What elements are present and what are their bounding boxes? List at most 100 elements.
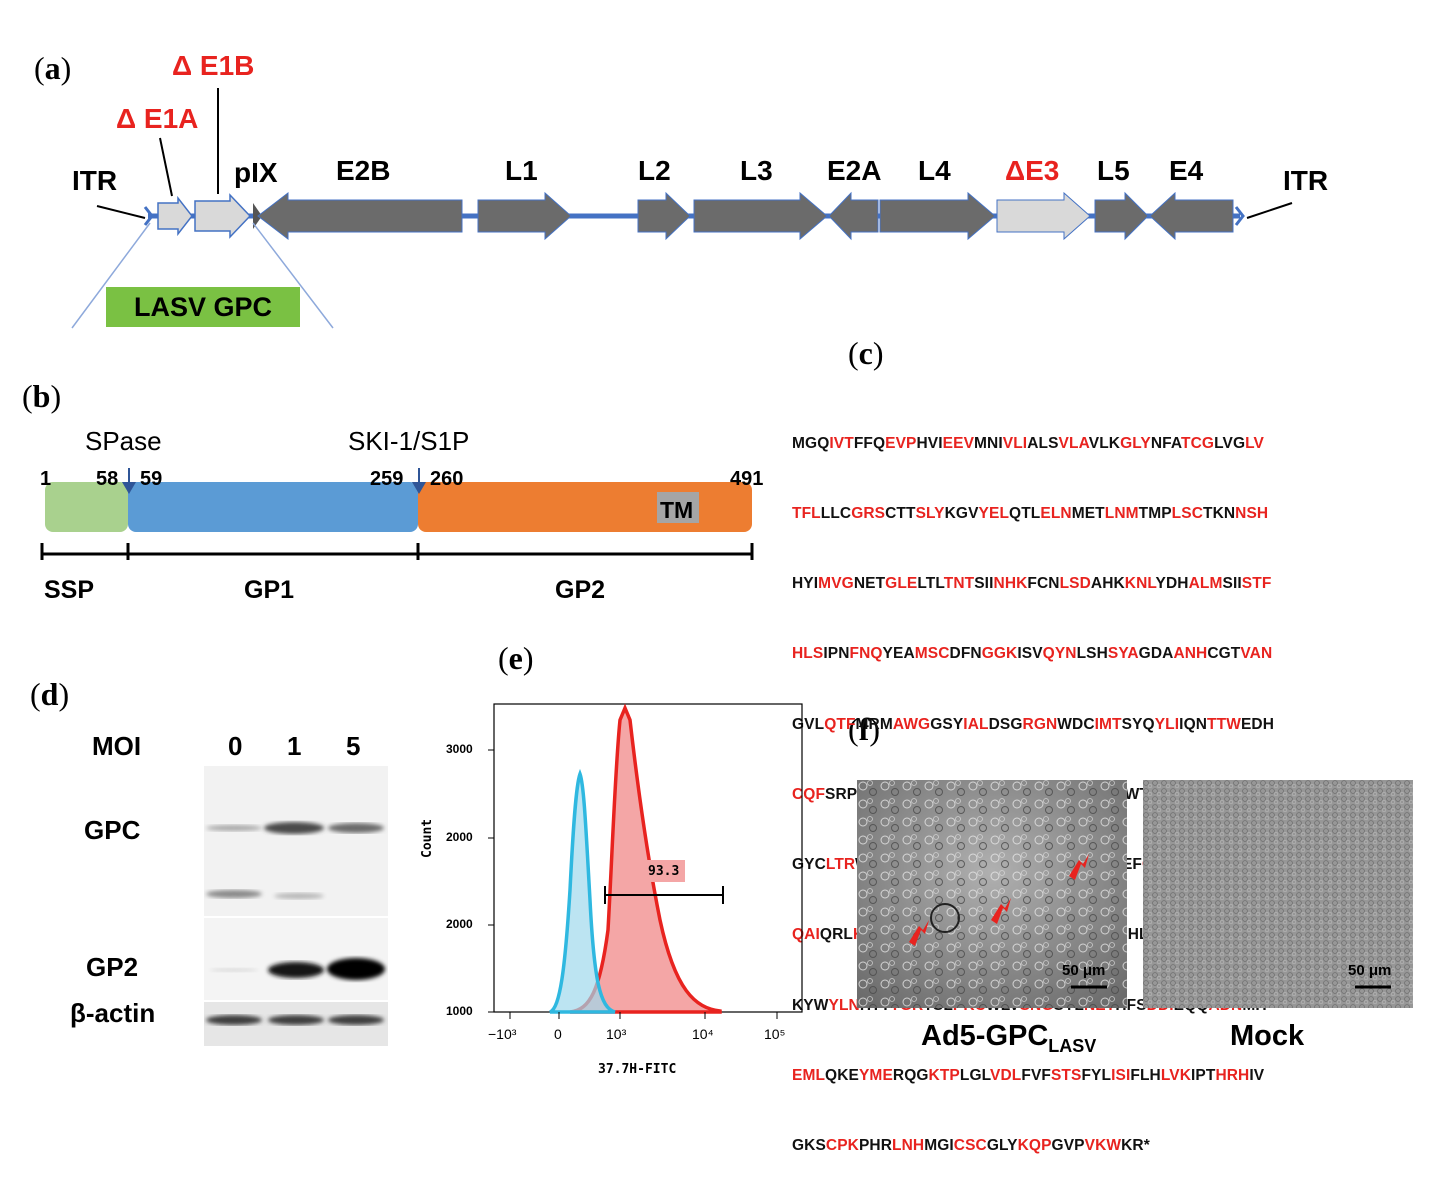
moi-1: 1 — [287, 731, 302, 761]
e4-arrow — [1149, 191, 1234, 241]
itr-right-label: ITR — [1283, 165, 1329, 196]
e1a-arrow — [157, 195, 193, 237]
gp2-band-moi5 — [327, 958, 385, 980]
sequence-line: GKSCPKPHRLNHMGICSCGLYKQPGVPVKWKR* — [792, 1137, 1150, 1154]
e1a-pointer — [159, 137, 173, 197]
y-tick-1000: 1000 — [446, 1004, 473, 1018]
panel-label-d: (d) — [30, 676, 70, 712]
pos-58: 58 — [96, 468, 119, 490]
cpe-arrow-2 — [991, 898, 1011, 924]
sequence-line: HLSIPNFNQYEAMSCDFNGGKISVQYNLSHSYAGDAANHC… — [792, 645, 1273, 663]
scale-label-right: 50 μm — [1348, 962, 1392, 979]
nonspecific-band-2 — [274, 893, 324, 899]
cpe-arrow-3 — [1069, 854, 1089, 880]
western-blot-image — [204, 766, 388, 1046]
itr-left-pointer — [96, 205, 146, 219]
control-histogram — [549, 768, 616, 1014]
pos-59: 59 — [140, 468, 163, 490]
l1-arrow — [477, 191, 572, 241]
l2-arrow — [637, 191, 691, 241]
gate-label-bg — [645, 860, 685, 882]
moi-0: 0 — [228, 731, 243, 761]
x-tick-neg1000: −10³ — [488, 1026, 517, 1042]
l3-arrow — [693, 191, 828, 241]
actin-row-label: β-actin — [70, 998, 156, 1028]
e1b-arrow — [194, 193, 252, 239]
ski-label: SKI-1/S1P — [348, 426, 470, 456]
l5-label: L5 — [1097, 155, 1130, 186]
panel-label-a: (a) — [34, 50, 72, 86]
delta-e1a-label: Δ E1A — [116, 103, 199, 134]
l5-arrow — [1094, 191, 1149, 241]
gpc-band-moi5 — [328, 823, 384, 833]
y-tick-2000a: 2000 — [446, 830, 473, 844]
gp2-label: GP2 — [555, 576, 606, 604]
x-tick-0: 0 — [554, 1026, 562, 1042]
insert-zoom-right — [252, 222, 334, 329]
nonspecific-band — [206, 890, 262, 898]
sequence-line: EMLQKEYMERQGKTPLGLVDLFVFSTSFYLISIFLHLVKI… — [792, 1066, 1265, 1084]
genome-map — [71, 88, 1293, 329]
caption-main: Ad5-GPC — [921, 1020, 1049, 1052]
cpe-arrow-1 — [909, 920, 929, 946]
caption-sub: LASV — [1048, 1035, 1097, 1056]
y-tick-3000: 3000 — [446, 742, 473, 756]
itr-right-pointer — [1246, 202, 1293, 219]
micrograph-mock — [1143, 780, 1413, 1008]
e2a-label: E2A — [827, 155, 882, 186]
panel-label-b: (b) — [22, 378, 62, 414]
y-axis-label: Count — [420, 818, 435, 858]
sequence-line: TFLLLCGRSCTTSLYKGVYELQTLELNMETLNMTMPLSCT… — [792, 505, 1269, 523]
e3-arrow — [996, 191, 1091, 241]
sequence-line: MGQIVTFFQEVPHVIEEVMNIVLIALSVLAVLKGLYNFAT… — [792, 434, 1264, 452]
gp2-band-moi1 — [268, 962, 324, 978]
l2-label: L2 — [638, 155, 671, 186]
gp1-label: GP1 — [244, 576, 295, 604]
e4-label: E4 — [1169, 155, 1204, 186]
spase-arrowhead — [122, 482, 136, 494]
x-axis-label: 37.7H-FITC — [598, 1062, 677, 1077]
itr-left-marker — [143, 206, 154, 226]
sequence-line: HYIMVGNETGLELTLTNTSIINHKFCNLSDAHKKNLYDHA… — [792, 575, 1272, 593]
y-tick-2000b: 2000 — [446, 917, 473, 931]
micrograph-ad5-gpc — [857, 780, 1127, 1008]
delta-e1b-label: Δ E1B — [172, 50, 255, 81]
pos-491: 491 — [730, 468, 764, 490]
gp1-domain — [128, 482, 418, 532]
gpc-domain-diagram — [40, 468, 754, 560]
ssp-domain — [45, 482, 128, 532]
pos-1: 1 — [40, 468, 52, 490]
caption-mock: Mock — [1230, 1020, 1305, 1052]
gpc-band-moi1 — [264, 822, 324, 834]
insert-zoom-left — [71, 222, 151, 329]
actin-band-moi5 — [328, 1015, 384, 1025]
panel-label-f: (f) — [848, 711, 880, 747]
panel-label-c: (c) — [848, 335, 884, 371]
pos-259: 259 — [370, 468, 404, 490]
lasv-gpc-insert: LASV GPC — [106, 287, 300, 327]
x-tick-10000: 10⁴ — [692, 1026, 714, 1042]
x-tick-1000: 10³ — [606, 1026, 627, 1042]
delta-e3-label: ΔE3 — [1005, 155, 1060, 186]
pix-label: pIX — [234, 157, 278, 188]
e2b-label: E2B — [336, 155, 391, 186]
flow-histogram — [488, 703, 803, 1019]
actin-band-moi0 — [206, 1015, 262, 1025]
gp2-band-moi0 — [210, 968, 258, 972]
moi-5: 5 — [346, 731, 361, 761]
pos-260: 260 — [430, 468, 464, 490]
gpc-row-label: GPC — [84, 815, 141, 845]
moi-label: MOI — [92, 731, 142, 761]
e2b-arrow — [257, 191, 463, 241]
sequence-line: GVLQTFMRMAWGGSYIALDSGRGNWDCIMTSYQYLIIQNT… — [792, 715, 1274, 733]
gpc-band-moi0 — [206, 825, 262, 831]
l3-label: L3 — [740, 155, 773, 186]
panel-label-e: (e) — [498, 640, 534, 676]
ski-arrowhead — [412, 482, 426, 494]
itr-left-label: ITR — [72, 165, 118, 196]
l4-label: L4 — [918, 155, 951, 186]
spase-label: SPase — [85, 426, 162, 456]
l4-arrow — [879, 191, 996, 241]
scale-label-left: 50 μm — [1062, 962, 1106, 979]
l1-label: L1 — [505, 155, 538, 186]
